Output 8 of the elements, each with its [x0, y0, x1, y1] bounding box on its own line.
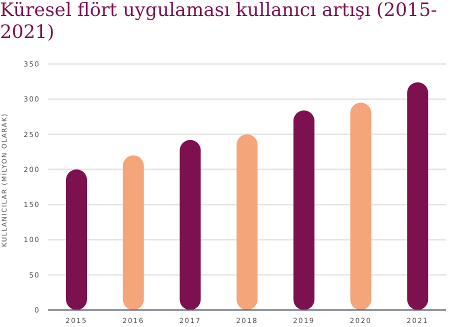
bar: [407, 82, 428, 310]
bar: [66, 169, 87, 310]
chart-title: Küresel flört uygulaması kullanıcı artışı (2015-2021): [0, 0, 438, 44]
bar: [180, 140, 201, 310]
bar: [236, 134, 258, 310]
bar: [293, 110, 314, 310]
bar: [122, 155, 144, 310]
bar: [350, 102, 372, 310]
